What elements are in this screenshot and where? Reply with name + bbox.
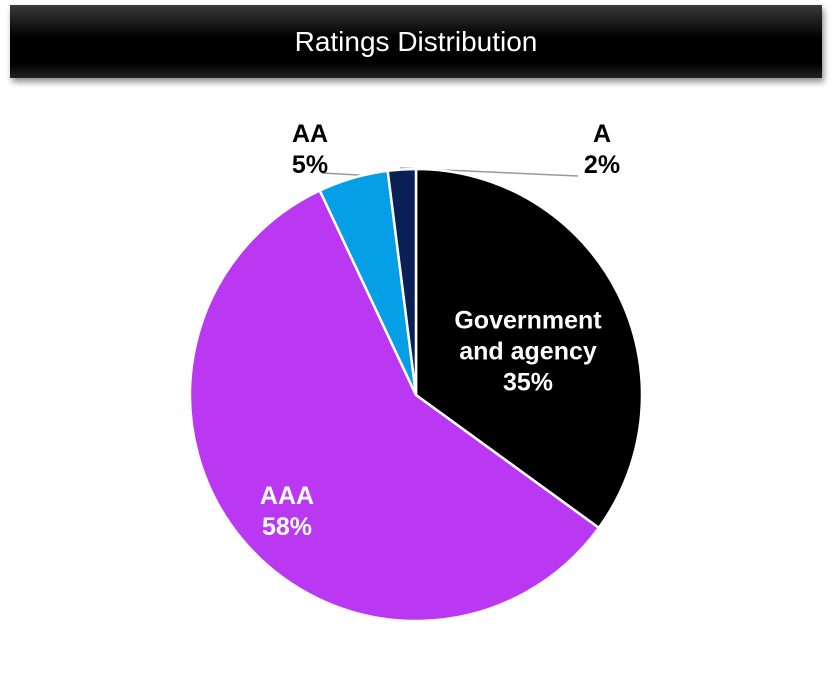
slice-label: Government and agency 35% xyxy=(438,306,618,399)
value-label: 5% xyxy=(291,151,329,179)
pie-slice xyxy=(188,188,601,623)
value-label: 2% xyxy=(583,151,621,179)
category-label: A xyxy=(592,120,612,148)
category-label: Government and agency xyxy=(454,306,602,366)
pie-slice xyxy=(386,167,418,396)
slice-label: AA 5% xyxy=(292,119,328,181)
category-label: AAA xyxy=(259,482,315,510)
title-bar: Ratings Distribution xyxy=(10,5,822,78)
slice-label: A 2% xyxy=(584,119,620,181)
category-label: AA xyxy=(291,120,329,148)
pie-slice xyxy=(414,167,644,530)
slice-label: AAA 58% xyxy=(260,481,314,543)
value-label: 35% xyxy=(502,368,554,397)
chart-title: Ratings Distribution xyxy=(294,25,538,57)
value-label: 58% xyxy=(261,513,313,541)
